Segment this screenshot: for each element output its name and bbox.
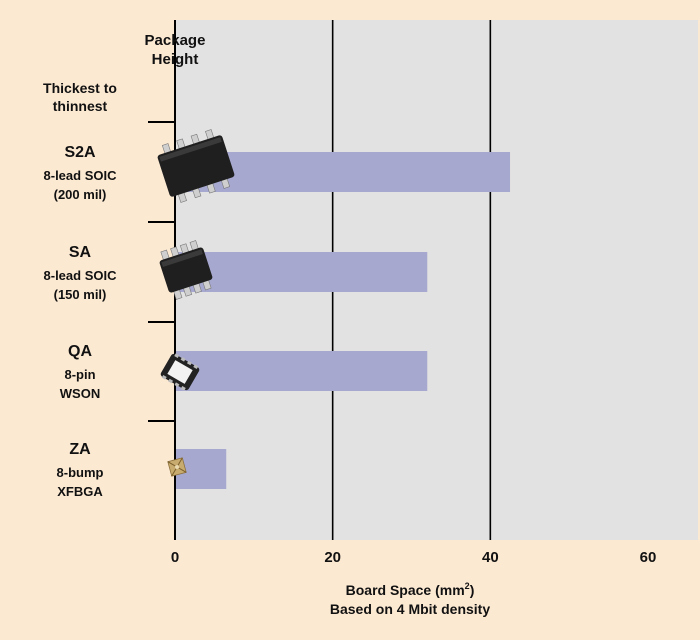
yaxis-title-line2: Height [152, 51, 199, 68]
yaxis-title-line1: Package [145, 32, 206, 49]
category-line2: (200 mil) [54, 187, 107, 202]
x-tick-label: 40 [482, 549, 499, 566]
wson-chip-icon [160, 353, 200, 391]
x-tick-label: 20 [324, 549, 341, 566]
category-code: SA [69, 244, 92, 261]
bar-qa [175, 351, 428, 391]
category-line2: (150 mil) [54, 287, 107, 302]
category-line1: 8-pin [64, 367, 95, 382]
x-axis-title-superscript: 2 [465, 581, 470, 591]
x-tick-label: 60 [640, 549, 657, 566]
order-note-line2: thinnest [53, 98, 108, 114]
category-line1: 8-bump [57, 465, 104, 480]
xfbga-chip-icon [167, 457, 187, 477]
category-line1: 8-lead SOIC [44, 268, 118, 283]
category-line2: WSON [60, 386, 100, 401]
x-axis-title-line1: Board Space (mm2) [346, 581, 475, 598]
x-tick-label: 0 [171, 549, 179, 566]
x-axis-title-line2: Based on 4 Mbit density [330, 601, 490, 617]
order-note-line1: Thickest to [43, 80, 117, 96]
category-code: ZA [69, 441, 91, 458]
soic-chip-icon [157, 129, 235, 203]
soic-chip-icon [159, 240, 213, 300]
category-code: S2A [64, 144, 96, 161]
category-line2: XFBGA [57, 484, 103, 499]
bar-sa [175, 252, 428, 292]
category-code: QA [68, 343, 92, 360]
category-line1: 8-lead SOIC [44, 168, 118, 183]
